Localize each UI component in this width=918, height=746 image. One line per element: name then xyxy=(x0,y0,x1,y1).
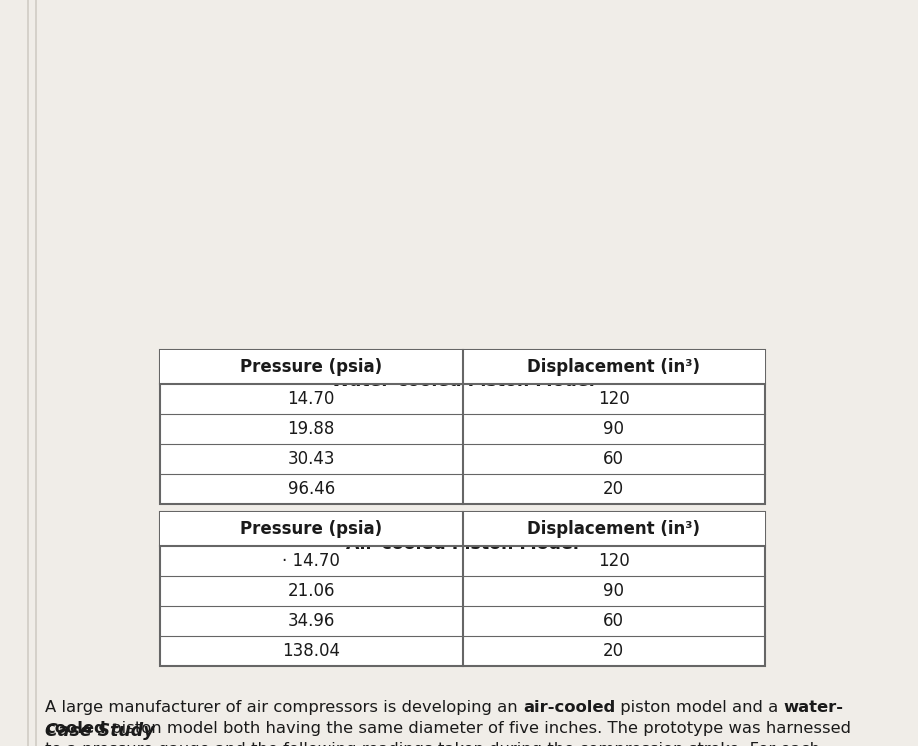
Text: 20: 20 xyxy=(603,480,624,498)
Text: 120: 120 xyxy=(598,552,630,570)
Text: 96.46: 96.46 xyxy=(287,480,335,498)
Text: Pressure (psia): Pressure (psia) xyxy=(241,520,382,538)
Text: 90: 90 xyxy=(603,420,624,438)
Text: water-: water- xyxy=(784,700,844,715)
Text: Displacement (in³): Displacement (in³) xyxy=(527,520,700,538)
Text: piston model and a: piston model and a xyxy=(615,700,784,715)
Text: Case Study: Case Study xyxy=(45,722,154,740)
Text: air-cooled: air-cooled xyxy=(523,700,615,715)
Bar xyxy=(160,350,765,504)
Text: · 14.70: · 14.70 xyxy=(283,552,341,570)
Text: Pressure (psia): Pressure (psia) xyxy=(241,358,382,376)
Text: to a pressure gauge and the following readings taken during the compression stro: to a pressure gauge and the following re… xyxy=(45,742,820,746)
Text: cooled: cooled xyxy=(45,721,106,736)
Text: 60: 60 xyxy=(603,450,624,468)
Text: 34.96: 34.96 xyxy=(287,612,335,630)
Bar xyxy=(160,350,765,384)
Text: piston model both having the same diameter of five inches. The prototype was har: piston model both having the same diamet… xyxy=(106,721,851,736)
Text: 138.04: 138.04 xyxy=(282,642,341,660)
Text: A large manufacturer of air compressors is developing an: A large manufacturer of air compressors … xyxy=(45,700,523,715)
Text: 30.43: 30.43 xyxy=(287,450,335,468)
Text: 60: 60 xyxy=(603,612,624,630)
Text: Air-cooled Piston Model: Air-cooled Piston Model xyxy=(346,535,579,553)
Bar xyxy=(160,512,765,546)
Text: Displacement (in³): Displacement (in³) xyxy=(527,358,700,376)
Text: 90: 90 xyxy=(603,582,624,600)
Text: 120: 120 xyxy=(598,390,630,408)
Text: 19.88: 19.88 xyxy=(287,420,335,438)
Bar xyxy=(160,512,765,666)
Text: 20: 20 xyxy=(603,642,624,660)
Text: Water-cooled Piston Model: Water-cooled Piston Model xyxy=(330,372,594,390)
Text: 14.70: 14.70 xyxy=(287,390,335,408)
Text: 21.06: 21.06 xyxy=(287,582,335,600)
